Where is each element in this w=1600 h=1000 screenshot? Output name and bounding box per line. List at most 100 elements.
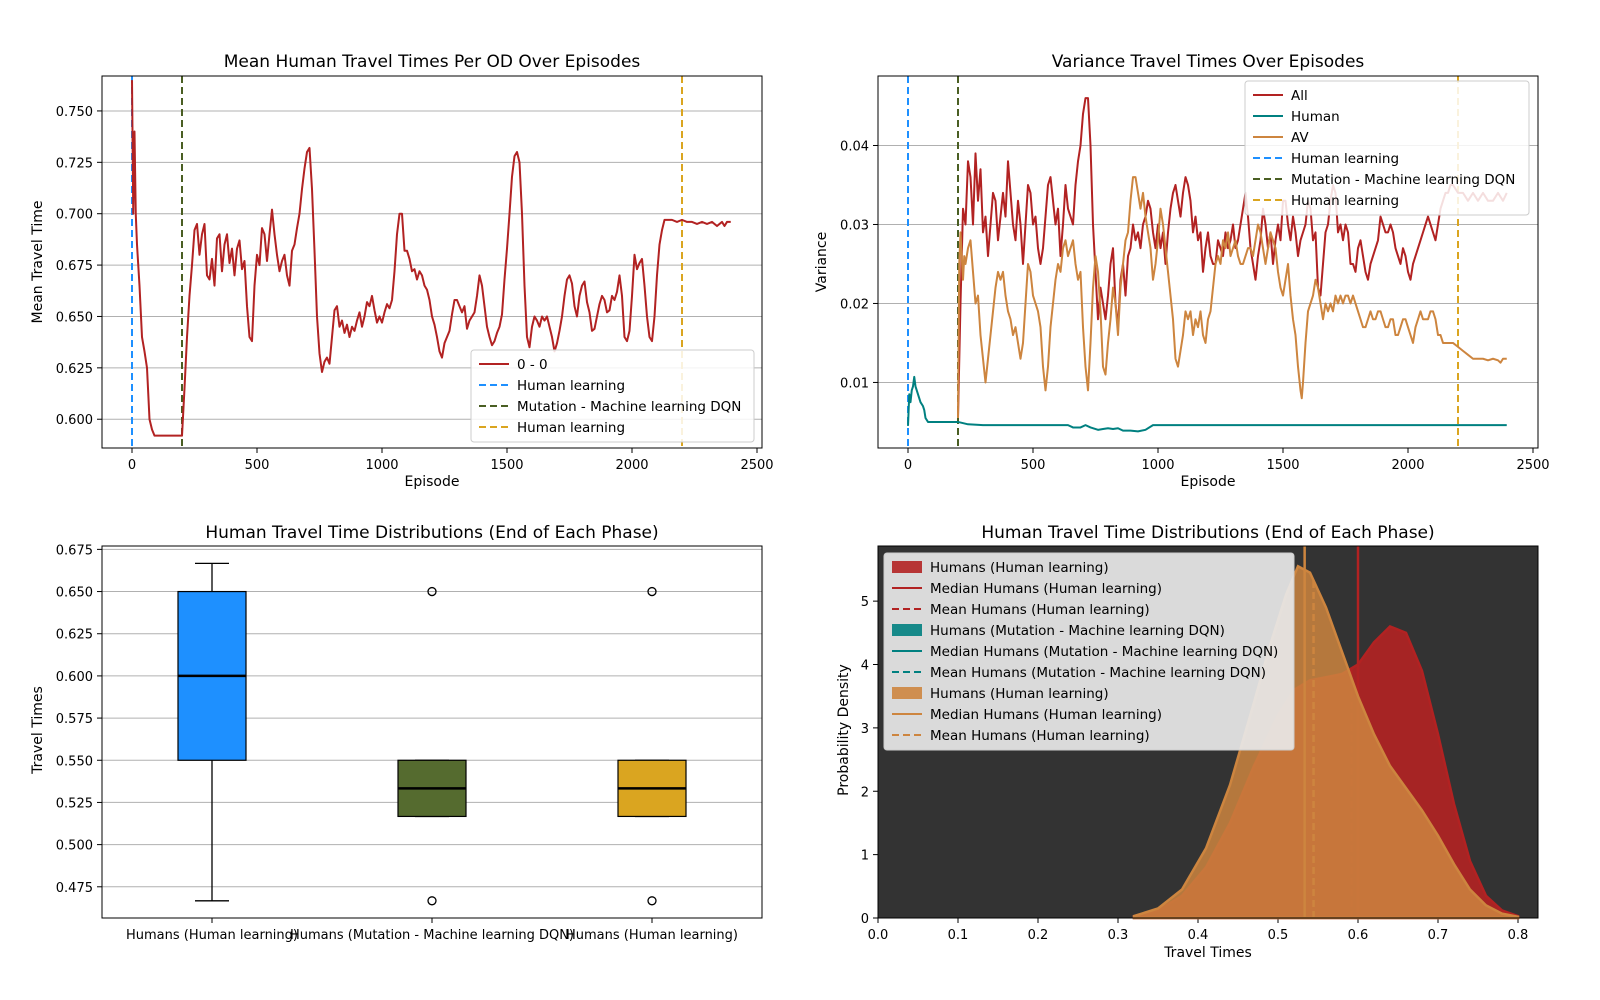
y-axis-label: Probability Density (836, 664, 852, 796)
legend-label: Mutation - Machine learning DQN (1291, 172, 1515, 188)
legend-box (1244, 80, 1530, 216)
x-tick-label: 1000 (365, 458, 398, 473)
series-line (131, 80, 731, 437)
y-axis-label: Travel Times (30, 686, 46, 775)
y-tick-label: 0 (861, 912, 869, 927)
x-tick-label: 500 (1021, 458, 1046, 473)
y-tick-label: 0.500 (56, 839, 93, 854)
legend-label: Humans (Human learning) (930, 686, 1109, 702)
legend-label: Median Humans (Mutation - Machine learni… (930, 644, 1278, 660)
plot-frame (101, 75, 763, 449)
y-tick-label: 0.750 (56, 105, 93, 120)
outlier-point (647, 896, 657, 906)
x-axis-label: Episode (1181, 474, 1236, 490)
chart-box-distributions: Human Travel Time Distributions (End of … (30, 523, 763, 943)
x-tick-label: 1500 (490, 458, 523, 473)
legend-label: AV (1291, 130, 1309, 146)
x-tick-label: 0.4 (1188, 928, 1209, 943)
y-tick-label: 0.650 (56, 586, 93, 601)
x-tick-label: 0 (904, 458, 912, 473)
legend-box (470, 349, 755, 443)
y-tick-label: 0.625 (56, 628, 93, 643)
outlier-point (647, 586, 657, 597)
legend-swatch (892, 561, 922, 573)
legend-label: Mean Humans (Mutation - Machine learning… (930, 665, 1266, 681)
x-tick-label: 2500 (1516, 458, 1549, 473)
legend-label: Humans (Human learning) (930, 560, 1109, 576)
chart-title: Human Travel Time Distributions (End of … (205, 523, 658, 543)
y-tick-label: 0.550 (56, 754, 93, 769)
y-tick-label: 0.02 (840, 297, 869, 312)
legend-box (883, 552, 1295, 751)
x-tick-label: Humans (Human learning) (126, 928, 298, 943)
legend-label: Humans (Mutation - Machine learning DQN) (930, 623, 1225, 639)
x-axis-label: Episode (405, 474, 460, 490)
x-tick-label: Humans (Human learning) (566, 928, 738, 943)
y-tick-label: 2 (861, 785, 869, 800)
x-tick-label: 0.7 (1428, 928, 1449, 943)
chart-variance-travel-time: Variance Travel Times Over Episodes Epis… (814, 52, 1550, 490)
legend-label: Mean Humans (Human learning) (930, 602, 1150, 618)
x-tick-label: 0.0 (868, 928, 889, 943)
outlier-point (427, 586, 437, 597)
y-tick-label: 0.575 (56, 712, 93, 727)
y-axis-label: Variance (814, 232, 830, 292)
x-tick-label: 0.1 (948, 928, 969, 943)
x-tick-label: 0.2 (1028, 928, 1049, 943)
legend-swatch (892, 687, 922, 699)
chart-mean-travel-time: Mean Human Travel Times Per OD Over Epis… (30, 52, 774, 490)
plot-frame (877, 75, 1539, 449)
x-tick-label: 0.6 (1348, 928, 1369, 943)
x-tick-label: 1000 (1141, 458, 1174, 473)
y-tick-label: 0.700 (56, 208, 93, 223)
x-tick-label: 500 (245, 458, 270, 473)
x-tick-label: 2500 (740, 458, 773, 473)
x-tick-label: 0.5 (1268, 928, 1289, 943)
plot-frame (877, 545, 1539, 919)
legend-label: Mutation - Machine learning DQN (517, 399, 741, 415)
y-tick-label: 0.675 (56, 259, 93, 274)
outlier-point (427, 896, 437, 906)
y-tick-label: 1 (861, 849, 869, 864)
y-tick-label: 0.675 (56, 543, 93, 558)
y-tick-label: 3 (861, 722, 869, 737)
series-line (957, 97, 1508, 419)
x-tick-label: 2000 (1391, 458, 1424, 473)
x-tick-label: 0.3 (1108, 928, 1129, 943)
y-tick-label: 0.475 (56, 881, 93, 896)
series-line (907, 375, 1507, 433)
legend-label: Human learning (517, 378, 625, 394)
series-line (957, 176, 1507, 418)
x-axis-label: Travel Times (1163, 945, 1252, 961)
legend-label: Human (1291, 109, 1340, 125)
legend-label: Median Humans (Human learning) (930, 581, 1162, 597)
y-tick-label: 0.600 (56, 413, 93, 428)
legend-label: Mean Humans (Human learning) (930, 728, 1150, 744)
density-area (1132, 564, 1520, 920)
y-tick-label: 0.625 (56, 362, 93, 377)
y-tick-label: 0.03 (840, 218, 869, 233)
y-tick-label: 4 (861, 659, 869, 674)
legend-swatch (892, 624, 922, 636)
y-tick-label: 0.600 (56, 670, 93, 685)
x-tick-label: Humans (Mutation - Machine learning DQN) (290, 928, 574, 943)
x-tick-label: 1500 (1266, 458, 1299, 473)
x-tick-label: 2000 (615, 458, 648, 473)
x-tick-label: 0 (128, 458, 136, 473)
y-tick-label: 0.525 (56, 796, 93, 811)
x-tick-label: 0.8 (1508, 928, 1529, 943)
legend-label: Human learning (517, 420, 625, 436)
legend-label: Median Humans (Human learning) (930, 707, 1162, 723)
legend-label: All (1291, 88, 1308, 104)
chart-title: Mean Human Travel Times Per OD Over Epis… (224, 52, 641, 72)
chart-density-distributions: Human Travel Time Distributions (End of … (836, 523, 1539, 961)
plot-frame (101, 545, 763, 919)
chart-title: Variance Travel Times Over Episodes (1052, 52, 1365, 72)
chart-title: Human Travel Time Distributions (End of … (981, 523, 1434, 543)
legend-label: 0 - 0 (517, 357, 548, 373)
y-tick-label: 0.650 (56, 310, 93, 325)
legend-label: Human learning (1291, 193, 1399, 209)
y-tick-label: 0.04 (840, 140, 869, 155)
y-tick-label: 5 (861, 595, 869, 610)
